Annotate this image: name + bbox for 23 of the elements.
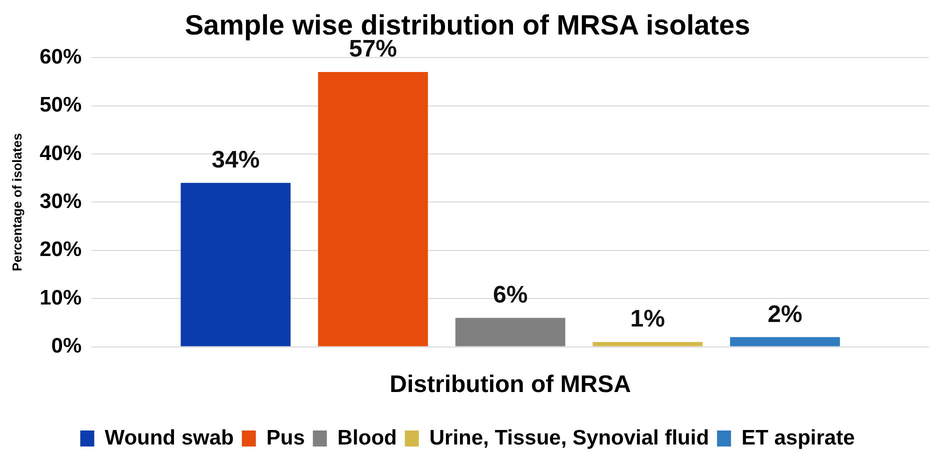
data-label: 34% (212, 146, 260, 174)
y-tick-label: 0% (51, 334, 82, 358)
bar (730, 337, 840, 346)
legend-label: Urine, Tissue, Synovial fluid (429, 426, 710, 450)
x-axis-title: Distribution of MRSA (390, 371, 631, 398)
y-axis-title: Percentage of isolates (9, 133, 24, 272)
legend-label: Pus (266, 426, 305, 450)
data-label: 6% (492, 282, 528, 309)
y-tick-label: 10% (40, 286, 82, 310)
y-tick-label: 20% (40, 238, 82, 262)
data-label: 1% (630, 306, 665, 333)
y-tick-label: 60% (40, 45, 82, 68)
legend-label: ET aspirate (742, 426, 855, 450)
bar (455, 318, 566, 346)
data-label: 2% (768, 300, 802, 328)
bar (180, 182, 291, 346)
y-tick-label: 50% (40, 94, 82, 117)
y-tick-label: 40% (40, 142, 82, 165)
legend-label: Blood (337, 426, 397, 450)
bar (318, 72, 428, 346)
bar (592, 342, 703, 346)
y-tick-label: 30% (40, 190, 82, 213)
legend-label: Wound swab (104, 426, 234, 450)
